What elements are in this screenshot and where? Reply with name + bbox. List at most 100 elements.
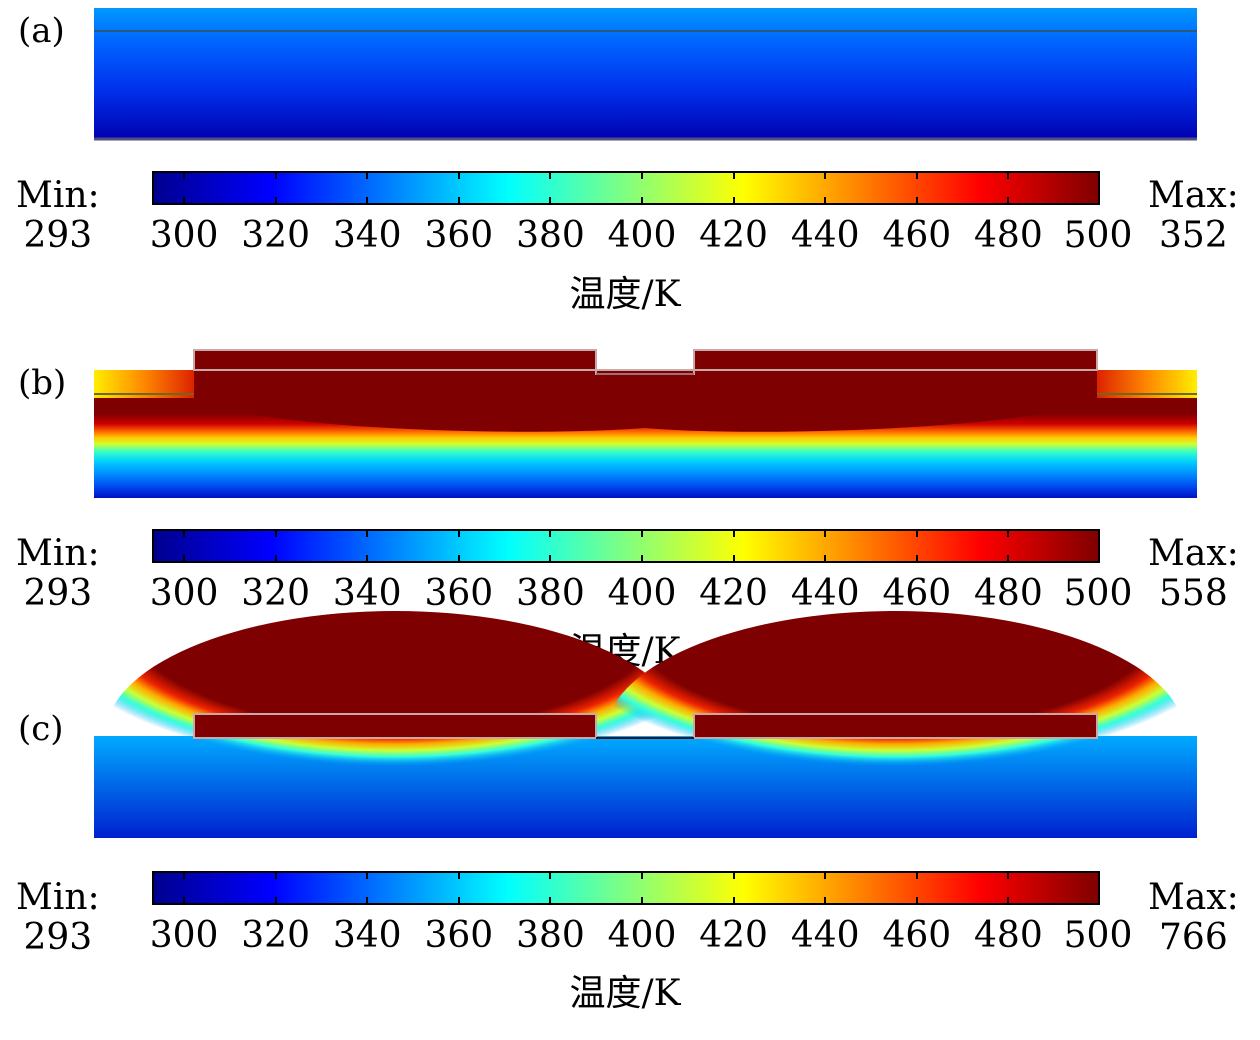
colorbar-tick-mark [366, 171, 369, 179]
colorbar-tick-mark [549, 555, 552, 563]
colorbar-tick-mark [183, 871, 186, 879]
colorbar-tick-label: 300 [149, 915, 219, 956]
colorbar-tick-mark [274, 197, 277, 205]
colorbar-tick-mark [183, 555, 186, 563]
colorbar-tick-label: 360 [424, 573, 494, 614]
colorbar-tick-mark [457, 555, 460, 563]
colorbar-tick-label: 500 [1063, 215, 1133, 256]
colorbar-tick-mark [274, 897, 277, 905]
colorbar-tick-mark [366, 197, 369, 205]
colorbar-tick-label: 460 [882, 215, 952, 256]
colorbar-tick-mark [366, 897, 369, 905]
colorbar-tick-mark [549, 197, 552, 205]
colorbar-tick-mark [641, 529, 644, 537]
colorbar-tick-mark [274, 529, 277, 537]
colorbar-tick-mark [183, 529, 186, 537]
colorbar-tick-mark [915, 555, 918, 563]
colorbar-tick-mark [1007, 897, 1010, 905]
colorbar-tick-mark [824, 897, 827, 905]
colorbar-tick-label: 480 [974, 215, 1043, 256]
colorbar-tick-mark [641, 871, 644, 879]
colorbar-tick-label: 340 [332, 215, 402, 256]
colorbar-tick-label: 420 [699, 915, 768, 956]
panel-label-a: (a) [18, 11, 65, 51]
colorbar-tick-label: 400 [607, 215, 677, 256]
colorbar-tick-label: 400 [607, 915, 677, 956]
colorbar-tick-mark [549, 171, 552, 179]
colorbar-tick-label: 500 [1063, 573, 1133, 614]
min-label: Min: [16, 877, 100, 918]
colorbar-tick-mark [824, 171, 827, 179]
heatmap-c [94, 611, 1197, 861]
colorbar-tick-mark [915, 871, 918, 879]
min-label: Min: [16, 175, 100, 216]
colorbar-tick-mark [732, 897, 735, 905]
colorbar-tick-mark [366, 871, 369, 879]
colorbar-tick-mark [549, 897, 552, 905]
colorbar-tick-mark [732, 529, 735, 537]
colorbar-tick-label: 440 [790, 573, 860, 614]
colorbar-tick-mark [824, 529, 827, 537]
colorbar-tick-label: 380 [516, 915, 585, 956]
colorbar-tick-mark [824, 555, 827, 563]
min-readout: Min: 293 [16, 176, 100, 256]
min-value: 293 [23, 215, 93, 256]
colorbar-tick-mark [457, 171, 460, 179]
colorbar-tick-label: 380 [516, 573, 585, 614]
colorbar-tick-label: 320 [241, 215, 310, 256]
panel-b: (b) [0, 348, 1260, 688]
heatmap-b-hot-core [194, 370, 1097, 432]
max-label: Max: [1148, 175, 1239, 216]
colorbar-tick-label: 460 [882, 915, 952, 956]
colorbar-tick-mark [641, 171, 644, 179]
colorbar-tick-mark [824, 871, 827, 879]
colorbar-title: 温度/K [569, 973, 681, 1014]
colorbar-tick-label: 320 [241, 915, 310, 956]
colorbar-tick-mark [366, 529, 369, 537]
colorbar-tick-label: 300 [149, 215, 219, 256]
colorbar-tick-label: 320 [241, 573, 310, 614]
colorbar-tick-label: 360 [424, 215, 494, 256]
colorbar-tick-label: 420 [699, 215, 768, 256]
colorbar-tick-label: 480 [974, 573, 1043, 614]
colorbar-tick-mark [183, 171, 186, 179]
heatmap-b [94, 349, 1197, 498]
colorbar [152, 529, 1100, 563]
heatmap-a [94, 8, 1197, 141]
colorbar-tick-mark [732, 871, 735, 879]
colorbar-tick-label: 440 [790, 915, 860, 956]
colorbar-tick-mark [641, 897, 644, 905]
colorbar-tick-label: 340 [332, 915, 402, 956]
colorbar-tick-mark [183, 897, 186, 905]
colorbar-tick-mark [274, 555, 277, 563]
max-label: Max: [1148, 533, 1239, 574]
colorbar-tick-mark [549, 871, 552, 879]
colorbar-tick-label: 300 [149, 573, 219, 614]
min-readout: Min: 293 [16, 878, 100, 958]
max-value: 766 [1159, 917, 1228, 958]
panel-label-c: (c) [18, 709, 64, 749]
colorbar-tick-mark [732, 197, 735, 205]
colorbar-tick-mark [1007, 871, 1010, 879]
colorbar-tick-mark [1007, 529, 1010, 537]
max-readout: Max: 352 [1148, 176, 1239, 256]
colorbar-tick-label: 360 [424, 915, 494, 956]
colorbar-tick-mark [366, 555, 369, 563]
electrode-blocks [193, 349, 1098, 375]
panel-c: (c) Min: 293 Max: 766 温 [0, 611, 1260, 1040]
colorbar-tick-label: 420 [699, 573, 768, 614]
colorbar-tick-mark [1007, 171, 1010, 179]
colorbar-tick-label: 440 [790, 215, 860, 256]
panel-a: (a) Min: 293 Max: 352 温度/K 300 320 340 360 3… [0, 0, 1260, 340]
colorbar-tick-mark [457, 871, 460, 879]
colorbar-tick-mark [274, 871, 277, 879]
colorbar [152, 871, 1100, 905]
min-readout: Min: 293 [16, 534, 100, 614]
colorbar-tick-mark [915, 529, 918, 537]
colorbar-tick-mark [457, 197, 460, 205]
colorbar-tick-mark [824, 197, 827, 205]
colorbar-tick-mark [1007, 197, 1010, 205]
max-value: 352 [1159, 215, 1228, 256]
colorbar-tick-mark [732, 555, 735, 563]
panel-label-b: (b) [18, 363, 67, 403]
